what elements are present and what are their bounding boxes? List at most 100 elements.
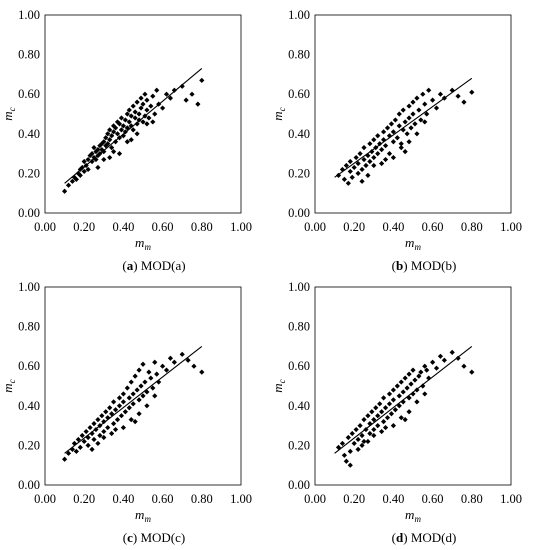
panel-caption: (a) MOD(a) (20, 258, 288, 274)
data-point (138, 95, 144, 101)
data-point (461, 363, 467, 369)
data-point (107, 154, 113, 161)
data-point (144, 121, 150, 127)
data-point (116, 121, 123, 127)
data-point (103, 409, 109, 415)
data-point (402, 119, 408, 125)
x-axis-label: mm (135, 235, 151, 252)
data-point (91, 421, 97, 427)
data-point (375, 151, 381, 157)
plot-frame (44, 14, 242, 214)
data-point (73, 176, 79, 182)
data-point (369, 409, 375, 415)
data-point (433, 365, 440, 371)
data-point (167, 95, 174, 101)
data-point (160, 105, 166, 111)
y-tick-label: 0.40 (18, 127, 40, 141)
data-point (148, 375, 154, 381)
data-point (132, 115, 138, 121)
data-point (341, 176, 347, 182)
data-point (132, 373, 138, 379)
data-point (347, 158, 353, 165)
data-point (112, 426, 119, 433)
x-tick-label: 0.00 (304, 220, 326, 234)
data-point (114, 119, 121, 125)
x-tick-label: 1.00 (230, 492, 252, 506)
data-point (377, 401, 383, 407)
data-point (112, 125, 119, 131)
data-point (85, 156, 91, 163)
data-point (396, 123, 402, 129)
data-point (154, 371, 160, 377)
data-point (371, 137, 377, 143)
y-axis-label: mc (270, 107, 287, 120)
data-point (140, 361, 146, 367)
data-point (130, 127, 136, 133)
y-tick-label: 0.20 (288, 166, 310, 180)
data-point (408, 381, 414, 387)
data-point (347, 168, 353, 175)
data-point (351, 164, 357, 171)
data-point (152, 111, 158, 117)
data-point (424, 111, 430, 117)
data-point (371, 426, 377, 433)
data-point (116, 395, 123, 401)
data-point (402, 149, 408, 155)
data-point (120, 399, 126, 405)
data-point (373, 405, 379, 411)
data-point (355, 446, 361, 452)
data-point (406, 371, 412, 377)
data-point (95, 147, 101, 153)
data-point (341, 452, 347, 458)
data-point (355, 436, 361, 443)
x-tick-label: 0.20 (73, 220, 95, 234)
data-point (406, 115, 412, 121)
data-point (414, 399, 420, 405)
data-point (367, 158, 373, 165)
data-point (148, 103, 154, 109)
data-point (120, 424, 126, 431)
data-point (404, 131, 410, 137)
x-tick-label: 0.20 (73, 492, 95, 506)
data-point (126, 119, 132, 125)
data-point (359, 166, 365, 173)
data-point (128, 137, 134, 143)
y-tick-label: 0.20 (18, 166, 40, 180)
data-point (400, 127, 406, 133)
data-point (422, 119, 428, 125)
y-tick-label: 0.00 (288, 478, 310, 492)
data-point (339, 440, 346, 447)
data-point (394, 135, 400, 141)
x-tick-label: 0.20 (343, 492, 365, 506)
data-point (422, 101, 428, 107)
data-point (349, 174, 355, 180)
data-point (390, 139, 396, 145)
data-point (85, 166, 91, 173)
x-tick-label: 0.60 (422, 220, 444, 234)
data-point (134, 99, 140, 105)
data-point (109, 411, 115, 417)
y-tick-label: 0.60 (18, 87, 40, 101)
data-point (382, 143, 389, 149)
data-point (101, 428, 107, 435)
data-point (140, 119, 146, 125)
data-point (394, 383, 400, 389)
data-point (167, 355, 174, 361)
data-point (130, 391, 136, 397)
y-tick-label: 0.00 (288, 206, 310, 220)
data-point (122, 409, 128, 415)
data-point (134, 121, 140, 127)
y-axis-label: mc (0, 107, 17, 120)
data-point (410, 99, 416, 105)
x-tick-label: 0.80 (191, 220, 213, 234)
data-point (109, 145, 115, 151)
data-point (62, 456, 68, 462)
data-point (398, 415, 404, 421)
data-point (410, 111, 416, 117)
data-point (437, 91, 444, 97)
data-point (179, 351, 185, 357)
data-point (109, 133, 115, 139)
data-point (118, 127, 125, 133)
data-point (379, 409, 385, 415)
data-point (441, 357, 447, 363)
